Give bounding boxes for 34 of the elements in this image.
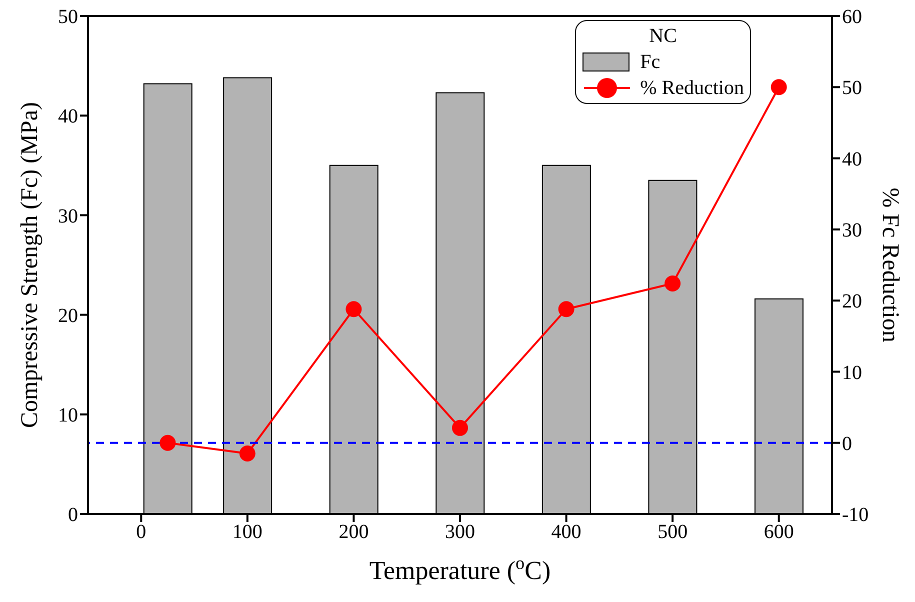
x-tick-label: 0: [136, 521, 146, 544]
point: [452, 420, 468, 436]
point: [346, 301, 362, 318]
y-tick-label: 40: [58, 106, 78, 128]
y-tick-label: 0: [68, 504, 78, 526]
x-tick-label: 600: [764, 521, 794, 544]
y2-tick-label: 10: [842, 362, 862, 384]
y-axis-title: Compressive Strength (Fc) (MPa): [17, 102, 43, 428]
y2-tick-label: 20: [842, 290, 862, 313]
x-tick-label: 100: [232, 521, 262, 544]
point: [558, 301, 574, 318]
x-tick-label: 200: [338, 521, 369, 544]
y2-tick-label: 40: [842, 148, 862, 170]
y-tick-label: 20: [58, 304, 78, 327]
point: [239, 446, 256, 462]
y2-axis-title: % Fc Reduction: [877, 188, 903, 342]
y2-tick-label: 50: [842, 77, 862, 100]
point: [664, 275, 681, 292]
point: [160, 434, 176, 451]
y-tick-label: 30: [58, 205, 78, 228]
y2-tick-label: -10: [842, 504, 869, 526]
x-tick-label: 300: [445, 521, 475, 544]
y2-tick-label: 0: [842, 432, 852, 455]
x-tick-label: 400: [551, 521, 582, 544]
legend-label: % Reduction: [640, 77, 744, 99]
x-tick-label: 500: [658, 521, 688, 544]
legend-label: Fc: [640, 51, 660, 73]
y2-tick-label: 30: [842, 220, 862, 242]
legend-title: NC: [649, 25, 677, 47]
y2-tick-label: 60: [842, 6, 862, 28]
y-tick-label: 50: [58, 6, 78, 28]
y-tick-label: 10: [58, 404, 78, 426]
x-axis-title: Temperature ($^{o}$C): [369, 553, 551, 585]
point: [770, 79, 787, 96]
